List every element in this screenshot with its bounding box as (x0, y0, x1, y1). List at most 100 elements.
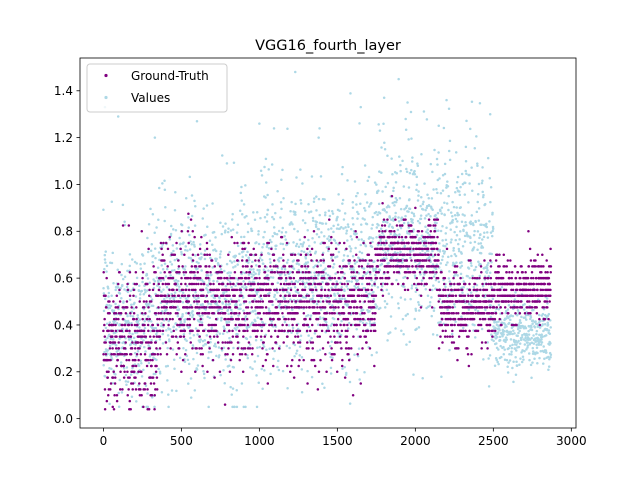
values-point (357, 347, 361, 350)
values-point (139, 267, 143, 270)
ground-truth-point (423, 253, 427, 256)
values-point (452, 274, 456, 278)
values-point (292, 241, 295, 244)
ground-truth-point (318, 335, 321, 338)
values-point (186, 249, 189, 252)
values-point (374, 273, 377, 277)
values-point (328, 351, 331, 355)
ground-truth-point (395, 271, 399, 274)
ground-truth-point (325, 312, 329, 315)
ground-truth-point (323, 288, 327, 292)
values-point (401, 159, 404, 163)
values-point (519, 338, 523, 342)
ground-truth-point (383, 271, 386, 274)
values-point (379, 239, 382, 243)
ground-truth-point (408, 247, 412, 251)
values-point (417, 303, 421, 306)
values-point (394, 211, 397, 215)
ground-truth-point (429, 224, 432, 227)
ground-truth-point (428, 276, 431, 280)
values-point (248, 343, 252, 346)
ground-truth-point (350, 271, 353, 274)
values-point (295, 242, 299, 246)
values-point (296, 332, 299, 335)
ground-truth-point (265, 294, 268, 297)
values-point (341, 198, 345, 202)
values-point (520, 336, 524, 339)
ground-truth-point (303, 235, 307, 239)
values-point (102, 309, 106, 313)
values-point (500, 286, 504, 289)
ground-truth-point (396, 282, 400, 286)
values-point (363, 218, 366, 221)
ground-truth-point (177, 347, 181, 350)
values-point (211, 266, 214, 269)
ground-truth-point (248, 271, 252, 274)
values-point (180, 252, 184, 256)
values-point (253, 360, 257, 363)
values-point (192, 357, 195, 361)
values-point (206, 315, 209, 318)
values-point (417, 190, 420, 193)
values-point (472, 246, 476, 249)
values-point (329, 238, 332, 241)
values-point (502, 329, 506, 333)
ground-truth-point (315, 312, 319, 315)
ground-truth-point (427, 218, 431, 221)
ground-truth-point (382, 235, 386, 239)
ground-truth-point (381, 230, 384, 233)
values-point (267, 307, 271, 310)
values-point (286, 286, 290, 290)
ground-truth-point (430, 276, 433, 280)
values-point (315, 233, 319, 236)
values-point (227, 227, 230, 230)
values-point (521, 355, 525, 358)
ground-truth-point (224, 352, 227, 356)
ground-truth-point (419, 259, 422, 262)
values-point (138, 326, 141, 329)
values-point (500, 355, 503, 359)
ground-truth-point (141, 335, 144, 338)
values-point (225, 321, 229, 325)
values-point (224, 229, 227, 232)
values-point (210, 294, 213, 298)
values-point (459, 272, 463, 276)
values-point (370, 278, 373, 282)
values-point (311, 219, 315, 222)
values-point (145, 273, 149, 277)
ground-truth-point (345, 300, 349, 303)
ground-truth-point (236, 259, 239, 262)
values-point (256, 354, 260, 358)
ground-truth-point (412, 247, 415, 251)
values-point (432, 284, 435, 287)
ground-truth-point (150, 300, 153, 303)
ground-truth-point (374, 329, 377, 333)
ground-truth-point (170, 300, 174, 303)
values-point (304, 262, 308, 266)
ground-truth-point (320, 294, 324, 297)
values-point (304, 296, 307, 299)
values-point (306, 253, 310, 256)
ground-truth-point (352, 271, 355, 274)
values-point (382, 122, 385, 125)
values-point (222, 346, 226, 350)
ground-truth-point (340, 347, 343, 350)
values-point (136, 319, 140, 323)
values-point (228, 280, 232, 284)
values-point (271, 215, 274, 219)
ground-truth-point (206, 329, 210, 333)
ground-truth-point (279, 282, 283, 286)
values-point (372, 290, 375, 294)
values-point (367, 175, 371, 179)
ground-truth-point (221, 341, 224, 344)
ground-truth-point (354, 300, 357, 303)
values-point (397, 216, 400, 219)
ground-truth-point (136, 341, 140, 344)
values-point (264, 157, 268, 161)
values-point (230, 308, 233, 312)
values-point (169, 232, 173, 236)
ground-truth-point (232, 282, 235, 286)
ground-truth-point (106, 376, 110, 379)
values-point (218, 252, 222, 256)
